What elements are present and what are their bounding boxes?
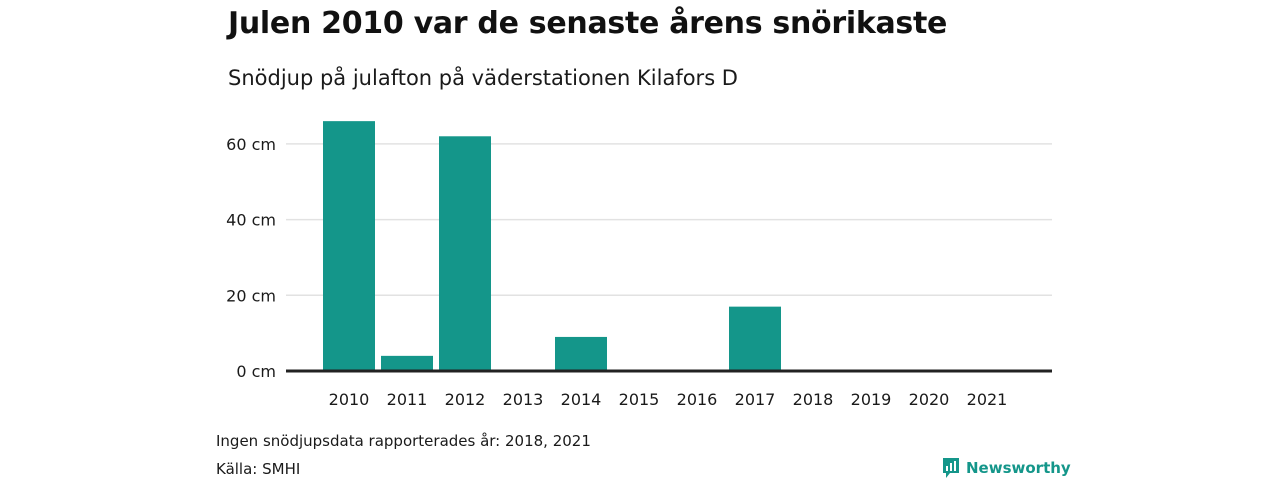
source-credit: Källa: SMHI <box>216 460 301 478</box>
x-tick-label: 2015 <box>619 390 660 409</box>
chart-subtitle: Snödjup på julafton på väderstationen Ki… <box>228 66 738 90</box>
footnote: Ingen snödjupsdata rapporterades år: 201… <box>216 432 591 450</box>
y-tick-label: 40 cm <box>226 211 276 230</box>
bar-2014 <box>555 336 607 371</box>
bars <box>323 121 781 372</box>
y-tick-label: 20 cm <box>226 286 276 305</box>
x-tick-label: 2021 <box>967 390 1008 409</box>
x-tick-label: 2017 <box>735 390 776 409</box>
bar-2017 <box>729 306 781 371</box>
brand: Newsworthy <box>942 457 1071 479</box>
bar-2011 <box>381 355 433 371</box>
x-tick-label: 2016 <box>677 390 718 409</box>
bar-2012 <box>439 136 491 371</box>
x-axis-ticks: 2010 2011 2012 2013 2014 2015 2016 2017 2018 2019… <box>329 390 1008 409</box>
x-tick-label: 2014 <box>561 390 602 409</box>
x-tick-label: 2012 <box>445 390 486 409</box>
chart-title: Julen 2010 var de senaste årens snörikas… <box>228 6 948 41</box>
bar-chart: 0 cm 20 cm 40 cm 60 cm 2010 2011 2012 2013 2014… <box>226 121 1052 409</box>
x-tick-label: 2013 <box>503 390 544 409</box>
x-tick-label: 2018 <box>793 390 834 409</box>
y-tick-label: 0 cm <box>236 362 276 381</box>
brand-name: Newsworthy <box>966 459 1071 477</box>
x-tick-label: 2019 <box>851 390 892 409</box>
grid-lines <box>286 143 1052 297</box>
bar-2010 <box>323 121 375 372</box>
x-tick-label: 2010 <box>329 390 370 409</box>
newsworthy-logo-icon <box>943 458 959 478</box>
x-tick-label: 2011 <box>387 390 428 409</box>
x-tick-label: 2020 <box>909 390 950 409</box>
y-axis-ticks: 0 cm 20 cm 40 cm 60 cm <box>226 135 276 381</box>
y-tick-label: 60 cm <box>226 135 276 154</box>
